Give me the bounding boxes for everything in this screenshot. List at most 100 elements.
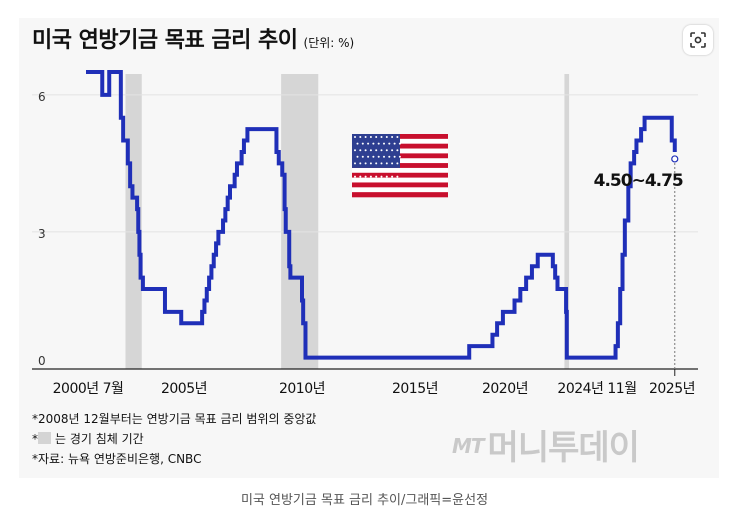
flag-star (354, 136, 356, 138)
watermark-logo: MT 머니투데이 (452, 420, 640, 469)
flag-star (385, 162, 388, 165)
flag-star (393, 155, 396, 158)
x-tick-label: 2005년 (161, 381, 207, 397)
flag-star (398, 169, 401, 171)
flag-star (369, 162, 372, 165)
flag-star (354, 162, 356, 165)
flag-star (364, 175, 367, 178)
rate-line (86, 70, 677, 360)
footnote-recession: * 는 경기 침체 기간 (32, 432, 144, 446)
flag-star (359, 162, 362, 165)
flag-star (391, 175, 394, 178)
chart-header: 미국 연방기금 목표 금리 추이 (단위: %) (32, 22, 354, 54)
x-tick-label: 2000년 7월 (53, 381, 124, 397)
y-tick-label: 3 (38, 227, 46, 241)
flag-star (388, 142, 391, 145)
flag-star (354, 149, 356, 152)
series-line (86, 70, 677, 360)
flag-stripe (352, 177, 448, 183)
flag-star (377, 142, 380, 145)
flag-star (380, 149, 383, 152)
flag-star (396, 175, 399, 178)
flag-star (359, 149, 362, 152)
flag-star (367, 155, 370, 158)
flag-star (396, 136, 399, 138)
flag-stripe (352, 172, 448, 178)
flag-star (354, 175, 356, 178)
flag-stripe (352, 182, 448, 188)
flag-star (377, 155, 380, 158)
flag-star (372, 142, 375, 145)
flag-star (383, 142, 385, 145)
flag-star (367, 142, 370, 145)
us-flag-icon (352, 134, 448, 198)
flag-star (391, 149, 394, 152)
flag-star (364, 149, 367, 152)
flag-star (369, 149, 372, 152)
flag-star (375, 149, 378, 152)
flag-star (388, 155, 391, 158)
flag-star (398, 155, 401, 158)
footnote-recession-text: 는 경기 침체 기간 (55, 432, 144, 446)
flag-star (391, 162, 394, 165)
flag-star (396, 162, 399, 165)
y-tick-label: 6 (38, 90, 46, 104)
flag-star (364, 162, 367, 165)
flag-star (372, 155, 375, 158)
flag-star (398, 142, 401, 145)
flag-star (359, 136, 362, 138)
flag-star (375, 136, 378, 138)
annotation-label: 4.50~4.75 (594, 171, 683, 191)
flag-star (385, 175, 388, 178)
flag-star (356, 142, 359, 145)
flag-star (361, 142, 364, 145)
flag-stripe (352, 192, 448, 198)
annotation-marker (671, 155, 679, 163)
flag-star (385, 136, 388, 138)
flag-star (361, 169, 364, 171)
flag-star (369, 175, 372, 178)
x-tick-label: 2010년 (279, 381, 325, 397)
gridlines (32, 94, 698, 233)
image-search-button[interactable] (683, 25, 713, 55)
flag-star (356, 155, 359, 158)
x-tick-label: 2025년 (649, 381, 695, 397)
flag-star (375, 175, 378, 178)
lens-icon (690, 32, 706, 48)
flag-star (388, 169, 391, 171)
y-tick-label: 0 (38, 354, 46, 368)
recession-band (564, 74, 570, 369)
flag-star (385, 149, 388, 152)
flag-star (393, 169, 396, 171)
annotations: 4.50~4.75 (594, 155, 684, 369)
footnote-source: *자료: 뉴욕 연방준비은행, CNBC (32, 452, 202, 466)
footnote-median: *2008년 12월부터는 연방기금 목표 금리 범위의 중앙값 (32, 412, 317, 426)
flag-star (383, 169, 385, 171)
flag-star (377, 169, 380, 171)
flag-star (383, 155, 385, 158)
flag-star (380, 162, 383, 165)
watermark-mark: MT (452, 434, 485, 458)
flag-star (369, 136, 372, 138)
flag-star (359, 175, 362, 178)
flag-star (396, 149, 399, 152)
flag-star (375, 162, 378, 165)
y-axis-ticks: 0 3 6 (38, 90, 46, 368)
flag-star (393, 142, 396, 145)
flag-star (356, 169, 359, 171)
x-tick-label: 2024년 11월 (557, 381, 636, 397)
flag-star (361, 155, 364, 158)
image-caption: 미국 연방기금 목표 금리 추이/그래픽=윤선정 (240, 493, 489, 508)
x-axis-ticks: 2000년 7월 2005년 2010년 2015년 2020년 2024년 11월 202… (53, 369, 696, 397)
flag-star (367, 169, 370, 171)
watermark-text: 머니투데이 (487, 428, 640, 468)
flag-star (380, 175, 383, 178)
chart-title: 미국 연방기금 목표 금리 추이 (32, 28, 298, 53)
x-tick-label: 2015년 (392, 381, 438, 397)
flag-star (380, 136, 383, 138)
flag-star (391, 136, 394, 138)
flag-stripe (352, 187, 448, 193)
x-tick-label: 2020년 (482, 381, 528, 397)
flag-star (372, 169, 375, 171)
